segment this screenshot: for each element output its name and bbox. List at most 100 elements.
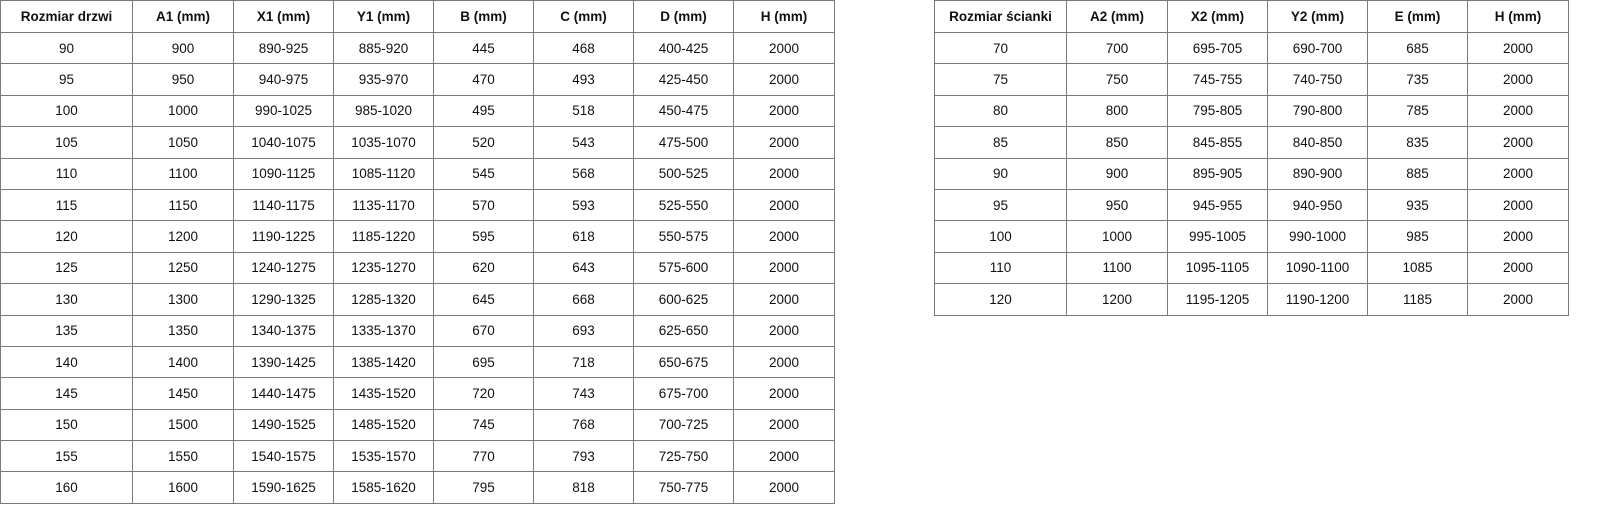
table-cell: 1490-1525 xyxy=(233,408,334,442)
table-cell: 1335-1370 xyxy=(333,314,434,347)
table-row: 105 1050 1040-1075 1035-1070 520 543 475-500 20… xyxy=(0,126,835,159)
table-cell: 885 xyxy=(1367,157,1468,190)
column-header: Rozmiar drzwi xyxy=(0,0,133,33)
table-cell: 625-650 xyxy=(633,314,734,347)
table-cell: 468 xyxy=(533,31,634,65)
table-cell: 985-1020 xyxy=(333,94,434,128)
table-cell: 670 xyxy=(433,314,534,347)
table-cell: 593 xyxy=(533,188,634,222)
table-row: 80 800 795-805 790-800 785 2000 xyxy=(934,94,1569,128)
table-cell: 2000 xyxy=(1467,157,1569,190)
table-cell: 2000 xyxy=(733,94,835,128)
table-cell: 130 xyxy=(0,283,133,316)
table-row: 120 1200 1195-1205 1190-1200 1185 2000 xyxy=(934,283,1569,316)
table-cell: 720 xyxy=(433,377,534,410)
table-cell: 90 xyxy=(0,31,133,65)
table-cell: 1390-1425 xyxy=(233,345,334,379)
table-cell: 110 xyxy=(934,251,1067,285)
table-cell: 525-550 xyxy=(633,188,734,222)
table-cell: 95 xyxy=(934,188,1067,222)
table-cell: 735 xyxy=(1367,63,1468,96)
column-header: B (mm) xyxy=(433,0,534,33)
table-cell: 543 xyxy=(533,126,634,159)
table-cell: 2000 xyxy=(733,31,835,65)
table-cell: 140 xyxy=(0,345,133,379)
table-cell: 1585-1620 xyxy=(333,471,434,504)
table-cell: 890-925 xyxy=(233,31,334,65)
table-cell: 95 xyxy=(0,63,133,96)
table-cell: 1000 xyxy=(132,94,234,128)
column-header: Y1 (mm) xyxy=(333,0,434,33)
table-cell: 2000 xyxy=(1467,220,1569,253)
table-cell: 70 xyxy=(934,31,1067,65)
table-cell: 2000 xyxy=(1467,251,1569,285)
table-cell: 1100 xyxy=(1066,251,1168,285)
table-cell: 105 xyxy=(0,126,133,159)
table-cell: 2000 xyxy=(733,157,835,190)
table-cell: 745-755 xyxy=(1167,63,1268,96)
table-cell: 750-775 xyxy=(633,471,734,504)
table-cell: 450-475 xyxy=(633,94,734,128)
table-cell: 80 xyxy=(934,94,1067,128)
table-cell: 550-575 xyxy=(633,220,734,253)
column-header: Rozmiar ścianki xyxy=(934,0,1067,33)
table-cell: 1200 xyxy=(1066,283,1168,316)
table-cell: 1285-1320 xyxy=(333,283,434,316)
table-cell: 1600 xyxy=(132,471,234,504)
column-header: C (mm) xyxy=(533,0,634,33)
column-header: X2 (mm) xyxy=(1167,0,1268,33)
table-cell: 2000 xyxy=(733,188,835,222)
table-cell: 770 xyxy=(433,440,534,473)
table-cell: 1435-1520 xyxy=(333,377,434,410)
column-header: Y2 (mm) xyxy=(1267,0,1368,33)
table-cell: 100 xyxy=(0,94,133,128)
table-cell: 785 xyxy=(1367,94,1468,128)
table-cell: 2000 xyxy=(733,345,835,379)
table-row: 120 1200 1190-1225 1185-1220 595 618 550-575 20… xyxy=(0,220,835,253)
table-cell: 668 xyxy=(533,283,634,316)
table-cell: 693 xyxy=(533,314,634,347)
table-cell: 1050 xyxy=(132,126,234,159)
table-cell: 470 xyxy=(433,63,534,96)
table-cell: 520 xyxy=(433,126,534,159)
table-cell: 818 xyxy=(533,471,634,504)
table-row: 90 900 895-905 890-900 885 2000 xyxy=(934,157,1569,190)
table-cell: 990-1025 xyxy=(233,94,334,128)
table-row: 130 1300 1290-1325 1285-1320 645 668 600-625 20… xyxy=(0,283,835,316)
table-cell: 2000 xyxy=(733,408,835,442)
table-cell: 518 xyxy=(533,94,634,128)
table-cell: 1440-1475 xyxy=(233,377,334,410)
table-cell: 1135-1170 xyxy=(333,188,434,222)
table-cell: 115 xyxy=(0,188,133,222)
table-cell: 620 xyxy=(433,251,534,285)
table-cell: 768 xyxy=(533,408,634,442)
table-cell: 990-1000 xyxy=(1267,220,1368,253)
table-cell: 2000 xyxy=(733,220,835,253)
table-cell: 1250 xyxy=(132,251,234,285)
table-cell: 2000 xyxy=(1467,283,1569,316)
table-cell: 2000 xyxy=(1467,188,1569,222)
table-row: 145 1450 1440-1475 1435-1520 720 743 675-700 20… xyxy=(0,377,835,410)
table-cell: 718 xyxy=(533,345,634,379)
column-header: A1 (mm) xyxy=(132,0,234,33)
table-cell: 100 xyxy=(934,220,1067,253)
table-cell: 1350 xyxy=(132,314,234,347)
table-cell: 1300 xyxy=(132,283,234,316)
table-cell: 695 xyxy=(433,345,534,379)
table-row: 70 700 695-705 690-700 685 2000 xyxy=(934,31,1569,65)
table-cell: 1140-1175 xyxy=(233,188,334,222)
table-cell: 493 xyxy=(533,63,634,96)
table-cell: 895-905 xyxy=(1167,157,1268,190)
table-cell: 1100 xyxy=(132,157,234,190)
column-header: D (mm) xyxy=(633,0,734,33)
table-cell: 2000 xyxy=(733,471,835,504)
table-cell: 675-700 xyxy=(633,377,734,410)
table-cell: 2000 xyxy=(1467,31,1569,65)
table-cell: 695-705 xyxy=(1167,31,1268,65)
table-cell: 900 xyxy=(132,31,234,65)
table-cell: 2000 xyxy=(733,126,835,159)
table-cell: 1090-1125 xyxy=(233,157,334,190)
table-cell: 1340-1375 xyxy=(233,314,334,347)
table-row: 135 1350 1340-1375 1335-1370 670 693 625-650 20… xyxy=(0,314,835,347)
table-cell: 2000 xyxy=(1467,94,1569,128)
